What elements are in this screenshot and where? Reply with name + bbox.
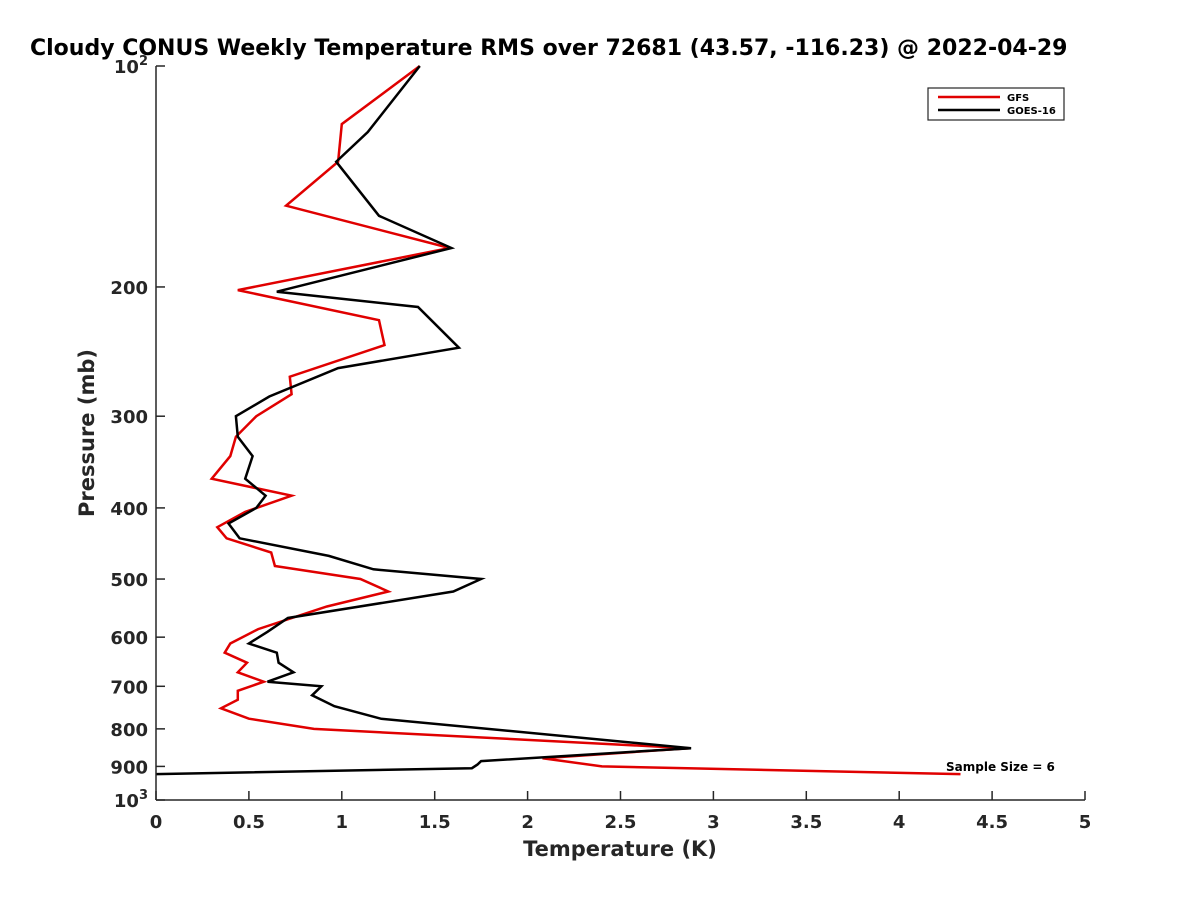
- x-tick-label: 5: [1079, 812, 1092, 833]
- x-axis-label: Temperature (K): [523, 837, 717, 861]
- legend-label-goes16: GOES-16: [1007, 106, 1056, 117]
- y-ticks: 102 200 300 400 500 600 700 800 900 103: [110, 54, 165, 812]
- x-tick-label: 0: [150, 812, 163, 833]
- x-tick-label: 2: [521, 812, 534, 833]
- series-layer: [155, 64, 961, 776]
- y-tick-label: 200: [110, 278, 148, 299]
- series-line-goes16: [155, 65, 692, 776]
- y-tick-label: 300: [110, 407, 148, 428]
- y-tick-label: 103: [114, 788, 148, 812]
- x-tick-label: 1: [336, 812, 349, 833]
- x-tick-label: 3.5: [790, 812, 822, 833]
- legend-label-gfs: GFS: [1007, 93, 1029, 104]
- x-tick-label: 4: [893, 812, 906, 833]
- y-tick-label: 800: [110, 720, 148, 741]
- series-line-gfs: [209, 64, 961, 776]
- axes: [155, 66, 1085, 801]
- x-ticks: 0 0.5 1 1.5 2 2.5 3 3.5 4 4.5 5: [150, 791, 1092, 833]
- y-tick-label: 102: [114, 54, 148, 78]
- chart-title: Cloudy CONUS Weekly Temperature RMS over…: [30, 36, 1067, 61]
- y-tick-label: 400: [110, 499, 148, 520]
- y-tick-label: 900: [110, 757, 148, 778]
- x-tick-label: 3: [707, 812, 720, 833]
- y-axis-label: Pressure (mb): [75, 349, 99, 517]
- y-tick-label: 500: [110, 570, 148, 591]
- x-tick-label: 2.5: [605, 812, 637, 833]
- sample-size-annotation: Sample Size = 6: [946, 760, 1055, 774]
- x-tick-label: 0.5: [233, 812, 265, 833]
- y-tick-label: 600: [110, 628, 148, 649]
- x-tick-label: 1.5: [419, 812, 451, 833]
- legend: GFS GOES-16: [927, 87, 1065, 121]
- y-tick-label: 700: [110, 677, 148, 698]
- x-tick-label: 4.5: [976, 812, 1008, 833]
- legend-box: [927, 87, 1065, 121]
